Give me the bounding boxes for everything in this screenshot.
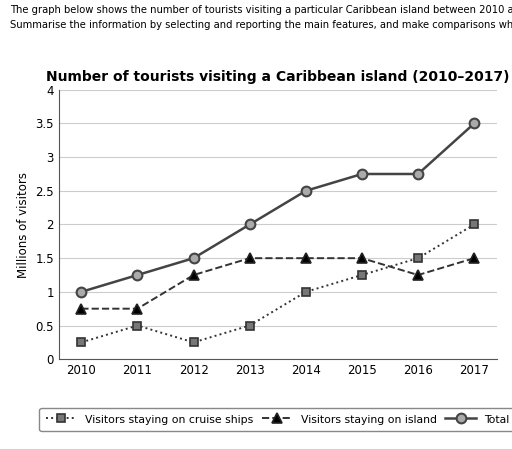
Legend: Visitors staying on cruise ships, Visitors staying on island, Total: Visitors staying on cruise ships, Visito…: [39, 408, 512, 431]
Text: Summarise the information by selecting and reporting the main features, and make: Summarise the information by selecting a…: [10, 20, 512, 30]
Y-axis label: Millions of visitors: Millions of visitors: [17, 172, 30, 277]
Text: The graph below shows the number of tourists visiting a particular Caribbean isl: The graph below shows the number of tour…: [10, 5, 512, 15]
Title: Number of tourists visiting a Caribbean island (2010–2017): Number of tourists visiting a Caribbean …: [46, 70, 509, 84]
